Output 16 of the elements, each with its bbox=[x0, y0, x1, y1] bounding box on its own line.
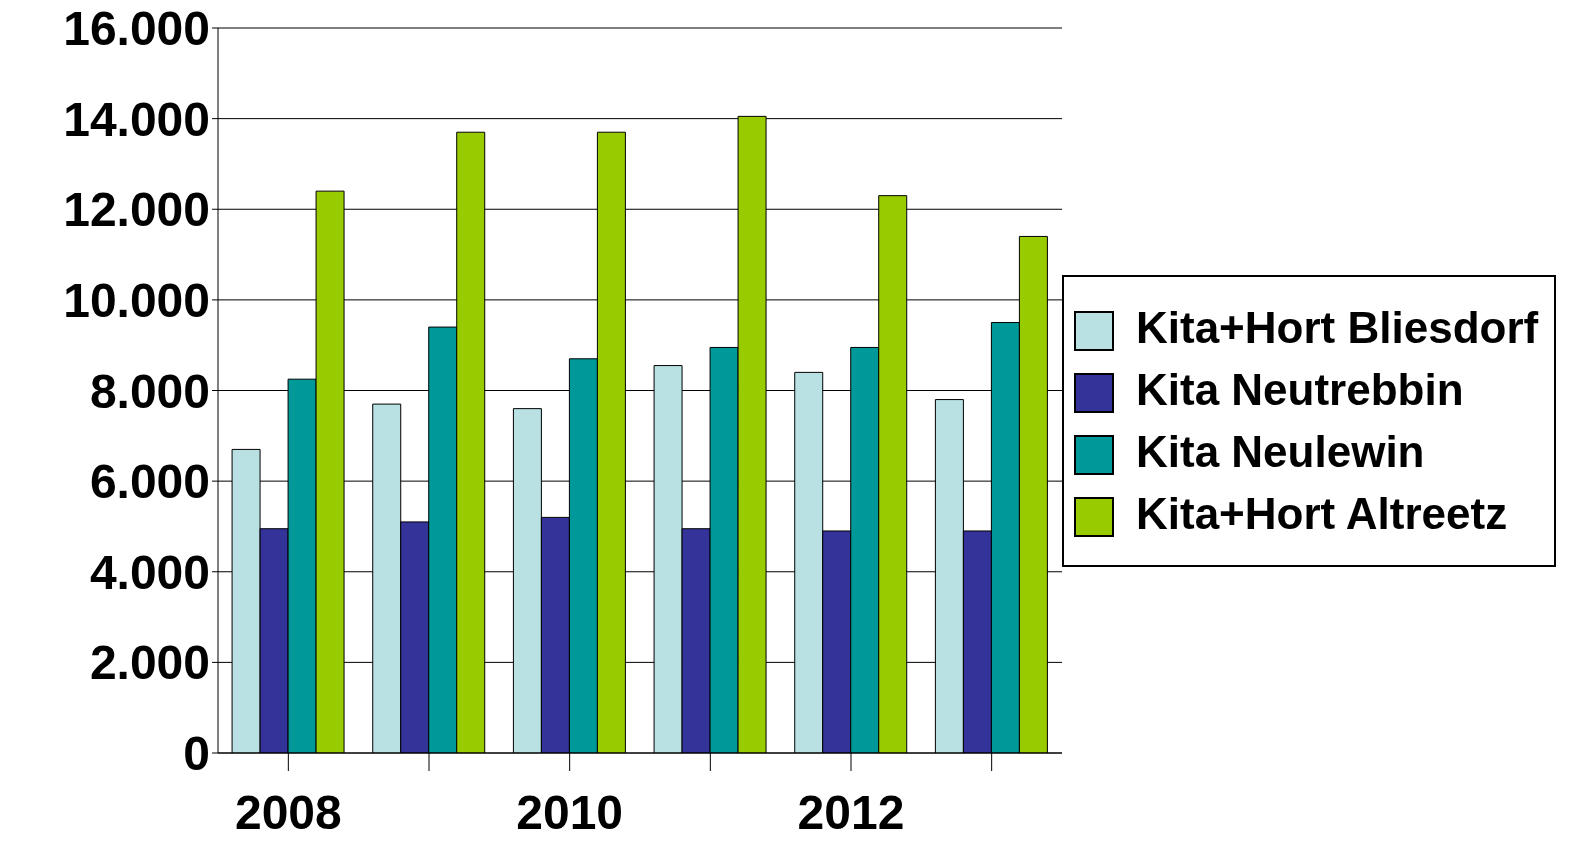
y-tick-label: 8.000 bbox=[89, 364, 210, 418]
legend-label: Kita Neutrebbin bbox=[1136, 364, 1464, 415]
y-tick-label: 4.000 bbox=[89, 545, 210, 599]
x-tick-label: 2010 bbox=[516, 786, 624, 840]
y-tick-label: 14.000 bbox=[63, 92, 210, 146]
y-tick-label: 12.000 bbox=[63, 183, 210, 237]
y-tick-label: 16.000 bbox=[63, 2, 210, 56]
y-tick-label: 10.000 bbox=[63, 273, 210, 327]
x-tick-label: 2008 bbox=[234, 786, 342, 840]
legend-label: Kita+Hort Bliesdorf bbox=[1136, 302, 1539, 353]
y-tick-label: 2.000 bbox=[89, 636, 210, 690]
x-tick-label: 2012 bbox=[797, 786, 905, 840]
y-tick-label: 0 bbox=[183, 727, 210, 781]
y-tick-label: 6.000 bbox=[89, 455, 210, 509]
legend-label: Kita+Hort Altreetz bbox=[1136, 488, 1508, 539]
legend-label: Kita Neulewin bbox=[1136, 426, 1425, 477]
